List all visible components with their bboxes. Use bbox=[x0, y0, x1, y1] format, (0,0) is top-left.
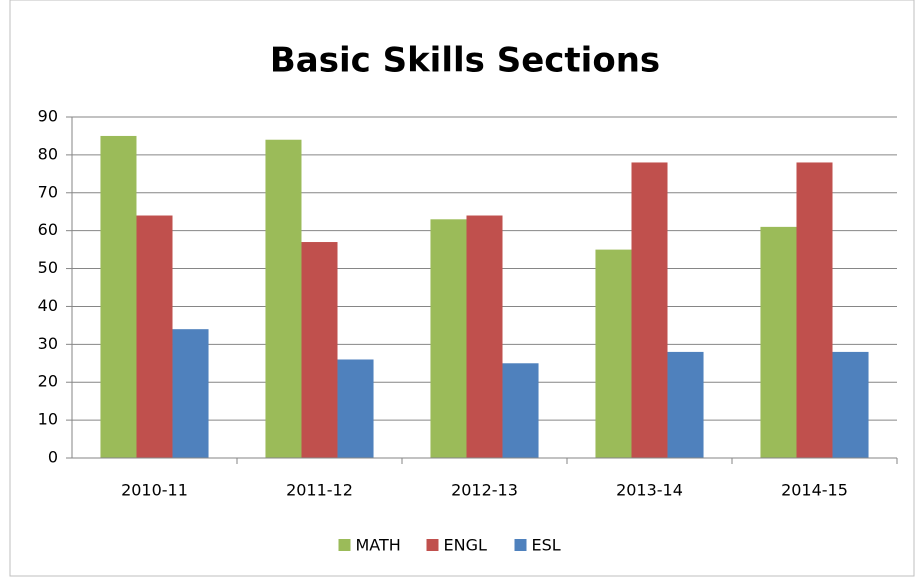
bar bbox=[502, 363, 539, 458]
y-tick-label: 0 bbox=[48, 448, 58, 467]
x-tick-label: 2013-14 bbox=[616, 481, 683, 500]
bar bbox=[796, 162, 833, 458]
y-tick-label: 10 bbox=[38, 410, 58, 429]
x-tick-label: 2010-11 bbox=[121, 481, 188, 500]
x-tick-label: 2014-15 bbox=[781, 481, 848, 500]
bar bbox=[631, 162, 668, 458]
bar bbox=[760, 226, 797, 458]
bar bbox=[265, 139, 302, 458]
bar bbox=[667, 351, 704, 458]
legend-swatch bbox=[338, 539, 351, 551]
bar bbox=[832, 351, 869, 458]
y-tick-label: 20 bbox=[38, 372, 58, 391]
legend-label: ENGL bbox=[444, 536, 487, 555]
bar bbox=[100, 135, 137, 458]
y-tick-label: 80 bbox=[38, 144, 58, 163]
legend-swatch bbox=[426, 539, 439, 551]
legend-label: ESL bbox=[532, 536, 561, 555]
bar bbox=[595, 249, 632, 458]
y-tick-label: 60 bbox=[38, 220, 58, 239]
chart-title: Basic Skills Sections bbox=[270, 41, 660, 81]
y-tick-label: 30 bbox=[38, 334, 58, 353]
y-tick-label: 40 bbox=[38, 296, 58, 315]
y-tick-label: 90 bbox=[38, 107, 58, 126]
legend-swatch bbox=[514, 539, 527, 551]
legend-label: MATH bbox=[356, 536, 401, 555]
y-tick-label: 50 bbox=[38, 258, 58, 277]
x-tick-label: 2012-13 bbox=[451, 481, 518, 500]
bar bbox=[466, 215, 503, 458]
bar bbox=[301, 242, 338, 458]
bar bbox=[430, 219, 467, 458]
bar bbox=[337, 359, 374, 458]
bar bbox=[136, 215, 173, 458]
x-tick-label: 2011-12 bbox=[286, 481, 353, 500]
bar bbox=[172, 329, 209, 458]
y-tick-label: 70 bbox=[38, 182, 58, 201]
